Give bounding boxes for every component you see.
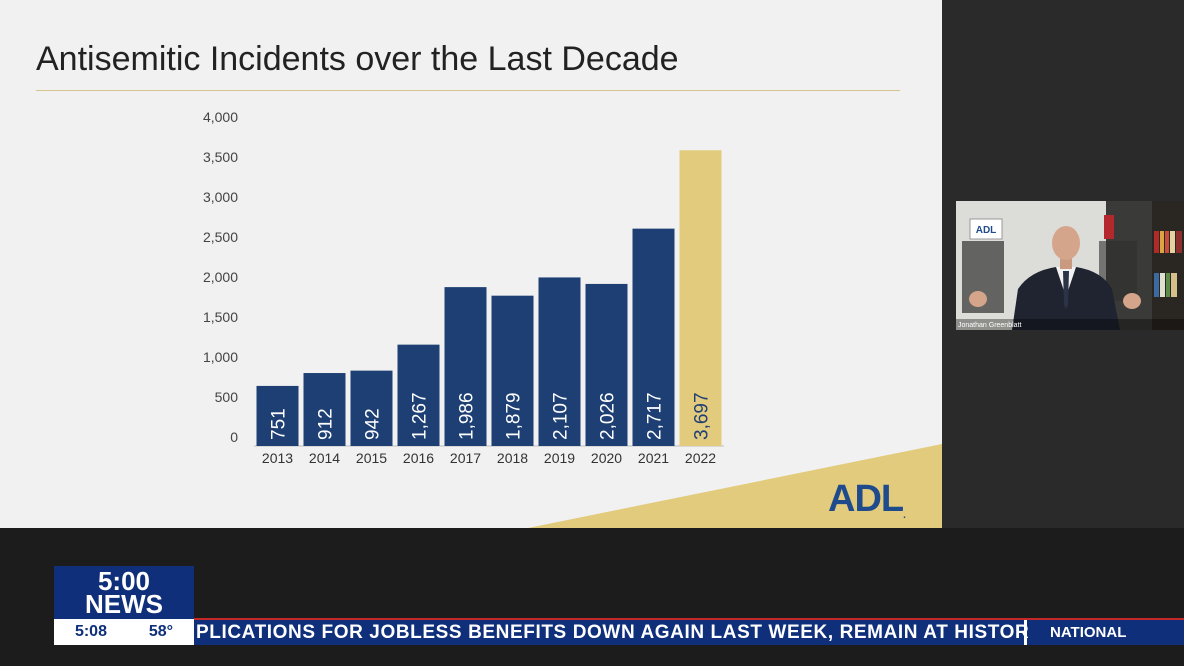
y-tick-label: 500 — [215, 389, 239, 405]
bar-2015 — [350, 370, 393, 446]
x-tick-label: 2022 — [685, 450, 716, 466]
temperature: 58° — [148, 623, 174, 640]
y-tick-label: 1,000 — [203, 349, 238, 365]
y-tick-label: 3,500 — [203, 149, 238, 165]
x-tick-label: 2016 — [403, 450, 434, 466]
data-label-2017: 1,986 — [457, 392, 478, 440]
data-label-2021: 2,717 — [645, 392, 666, 440]
y-tick-label: 2,000 — [203, 269, 238, 285]
bar-2018 — [491, 295, 534, 446]
y-tick-label: 1,500 — [203, 309, 238, 325]
x-tick-label: 2014 — [309, 450, 340, 466]
ticker-red-line — [194, 618, 1184, 620]
y-tick-label: 3,000 — [203, 189, 238, 205]
data-label-2013: 751 — [269, 408, 290, 440]
bar-2022 — [679, 150, 722, 447]
y-tick-label: 0 — [230, 429, 238, 445]
adl-logo: ADL. — [828, 478, 906, 521]
adl-logo-text: ADL — [828, 478, 904, 520]
x-tick-label: 2015 — [356, 450, 387, 466]
ticker-separator — [1024, 620, 1027, 645]
bar-2016 — [397, 344, 440, 446]
bar-2017 — [444, 287, 487, 446]
webcam-feed: ADL Jonathan Greenblatt — [956, 201, 1184, 330]
bar-2021 — [632, 228, 675, 446]
bar-2020 — [585, 283, 628, 446]
bar-2019 — [538, 277, 581, 446]
data-label-2014: 912 — [316, 408, 337, 440]
webcam-name-tag: Jonathan Greenblatt — [958, 322, 1022, 329]
data-label-2015: 942 — [363, 408, 384, 440]
data-label-2018: 1,879 — [504, 392, 525, 440]
x-tick-label: 2020 — [591, 450, 622, 466]
x-tick-label: 2019 — [544, 450, 575, 466]
x-tick-label: 2018 — [497, 450, 528, 466]
clock-time: 5:08 — [74, 623, 107, 640]
x-tick-label: 2013 — [262, 450, 293, 466]
section-label: NATIONAL — [1028, 620, 1184, 645]
wall-adl-logo: ADL — [976, 225, 997, 236]
bar-2014 — [303, 373, 346, 446]
gold-accent-wedge — [528, 444, 942, 528]
slide-title: Antisemitic Incidents over the Last Deca… — [36, 40, 679, 78]
news-bug: 5:00 NEWS — [54, 566, 194, 619]
data-label-2016: 1,267 — [410, 392, 431, 440]
data-label-2019: 2,107 — [551, 392, 572, 440]
x-tick-label: 2017 — [450, 450, 481, 466]
time-temp-box: 5:08 58° — [54, 619, 194, 645]
show-time: 5:00 — [97, 566, 151, 596]
title-divider — [36, 90, 900, 91]
show-label: NEWS — [85, 589, 163, 619]
x-tick-label: 2021 — [638, 450, 669, 466]
bar-2013 — [256, 385, 299, 446]
news-ticker: PLICATIONS FOR JOBLESS BENEFITS DOWN AGA… — [194, 620, 1028, 645]
bar-chart: 0 500 1,000 1,500 2,000 2,500 3,000 3,500 4,000 7… — [203, 109, 724, 466]
data-label-2020: 2,026 — [598, 392, 619, 440]
data-label-2022: 3,697 — [692, 392, 713, 440]
y-tick-label: 2,500 — [203, 229, 238, 245]
presentation-slide: Antisemitic Incidents over the Last Deca… — [0, 0, 942, 528]
y-tick-label: 4,000 — [203, 109, 238, 125]
webcam-scene: ADL — [956, 201, 1184, 330]
ticker-text: PLICATIONS FOR JOBLESS BENEFITS DOWN AGA… — [196, 622, 1028, 643]
